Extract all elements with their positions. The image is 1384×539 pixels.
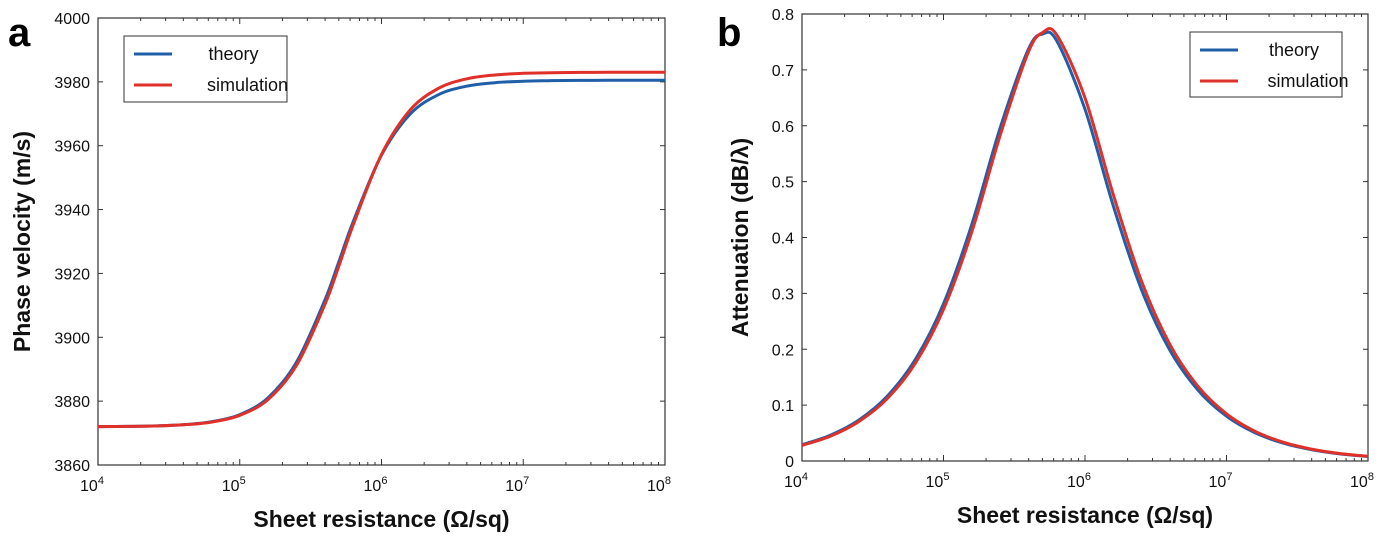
series-line-simulation <box>802 27 1368 458</box>
legend-box <box>1189 31 1343 98</box>
y-tick-label: 3860 <box>54 458 90 475</box>
y-tick-label: 0.7 <box>772 63 794 80</box>
legend-label-simulation: simulation <box>207 75 288 95</box>
y-axis-label: Phase velocity (m/s) <box>9 131 35 352</box>
y-tick-label: 3940 <box>54 203 90 220</box>
y-tick-label: 0.1 <box>772 398 794 415</box>
x-tick-label: 107 <box>505 475 529 495</box>
legend: theory simulation <box>123 35 288 103</box>
y-tick-label: 0.4 <box>772 231 794 248</box>
legend-label-simulation: simulation <box>1267 71 1348 91</box>
panel-label: b <box>717 11 741 55</box>
x-tick-label: 104 <box>80 475 104 495</box>
x-axis-label: Sheet resistance (Ω/sq) <box>253 506 509 532</box>
y-tick-label: 0.3 <box>772 286 794 303</box>
y-tick-label: 3900 <box>54 330 90 347</box>
y-tick-label: 0 <box>785 454 794 471</box>
y-tick-label: 0.2 <box>772 342 794 359</box>
legend-label-theory: theory <box>208 44 258 64</box>
chart-panel-a: a 3860 3880 3900 3920 3940 3960 3980 4000 104 105 1… <box>8 11 671 532</box>
y-axis-label: Attenuation (dB/λ) <box>727 138 753 337</box>
series-line-simulation <box>98 70 665 429</box>
chart-panel-b: b 0 0.1 0.2 0.3 0.4 0.5 0.6 0.7 0.8 104 105 106 107 10… <box>717 7 1374 528</box>
y-tick-label: 3880 <box>54 394 90 411</box>
y-tick-label: 3980 <box>54 75 90 92</box>
x-tick-label: 104 <box>784 471 808 491</box>
x-tick-label: 105 <box>222 475 246 495</box>
x-tick-label: 108 <box>1350 471 1374 491</box>
x-tick-label: 108 <box>647 475 671 495</box>
x-tick-label: 105 <box>926 471 950 491</box>
panel-label: a <box>8 11 31 55</box>
x-axis-label: Sheet resistance (Ω/sq) <box>957 502 1213 528</box>
legend: theory simulation <box>1189 31 1349 98</box>
x-tick-label: 106 <box>1067 471 1091 491</box>
legend-box <box>123 35 288 103</box>
series-line-theory <box>98 78 665 429</box>
y-tick-label: 3960 <box>54 139 90 156</box>
y-tick-label: 4000 <box>54 11 90 28</box>
x-tick-label: 107 <box>1209 471 1233 491</box>
y-tick-label: 0.6 <box>772 119 794 136</box>
x-tick-label: 106 <box>364 475 388 495</box>
y-tick-label: 3920 <box>54 266 90 283</box>
legend-label-theory: theory <box>1269 40 1319 60</box>
y-tick-label: 0.8 <box>772 7 794 24</box>
y-tick-label: 0.5 <box>772 175 794 192</box>
